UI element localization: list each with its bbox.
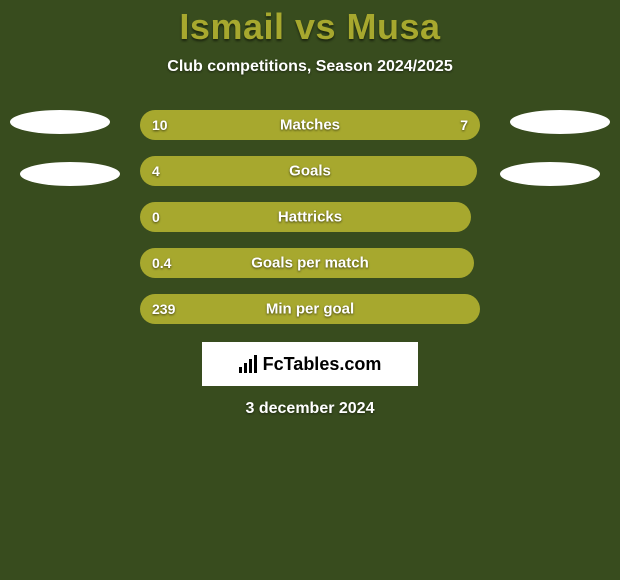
stat-value-left: 4 — [152, 163, 160, 179]
chart-area: Matches 10 7 Goals 4 Hattricks 0 Goals per matc… — [0, 110, 620, 340]
title: Ismail vs Musa — [179, 6, 440, 48]
player1-photo-b — [20, 162, 120, 186]
comparison-infographic: Ismail vs Musa Club competitions, Season… — [0, 0, 620, 580]
stat-label: Hattricks — [278, 209, 342, 226]
stat-value-right: 7 — [460, 117, 468, 133]
stat-label: Goals per match — [251, 255, 369, 272]
stat-value-left: 10 — [152, 117, 168, 133]
logo-text: FcTables.com — [263, 354, 382, 375]
subtitle: Club competitions, Season 2024/2025 — [167, 58, 452, 76]
date-text: 3 december 2024 — [246, 400, 375, 418]
player2-photo-a — [510, 110, 610, 134]
stat-row: Goals per match 0.4 — [0, 248, 620, 278]
stat-value-left: 239 — [152, 301, 175, 317]
player2-photo-b — [500, 162, 600, 186]
stat-label: Matches — [280, 117, 340, 134]
stat-row: Min per goal 239 — [0, 294, 620, 324]
stat-label: Goals — [289, 163, 331, 180]
stat-value-left: 0.4 — [152, 255, 171, 271]
stat-label: Min per goal — [266, 301, 354, 318]
bar-chart-icon — [239, 355, 257, 373]
stat-row: Hattricks 0 — [0, 202, 620, 232]
stat-value-left: 0 — [152, 209, 160, 225]
fctables-logo: FcTables.com — [202, 342, 418, 386]
player1-photo-a — [10, 110, 110, 134]
